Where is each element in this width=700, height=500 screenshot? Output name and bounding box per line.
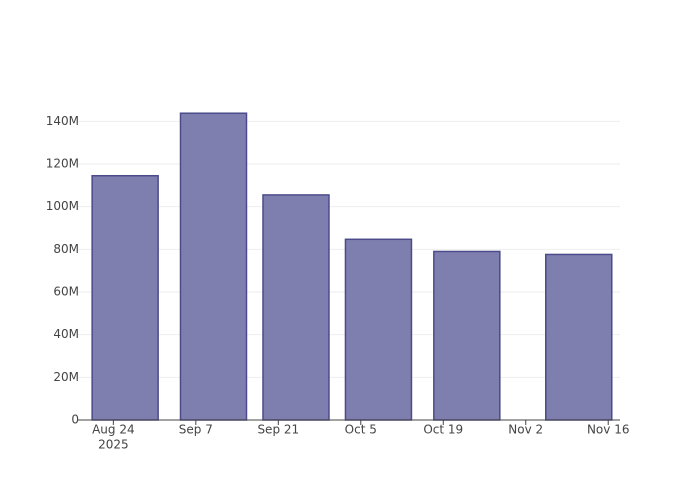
y-tick-label: 80M	[53, 242, 79, 256]
y-tick-label: 100M	[46, 199, 79, 213]
y-tick-label: 40M	[53, 327, 79, 341]
bar	[545, 253, 613, 421]
y-tick-label: 140M	[46, 114, 79, 128]
x-tick-label: Oct 19	[423, 423, 463, 437]
x-tick-label: Sep 7	[179, 423, 213, 437]
bar	[344, 238, 413, 421]
bar	[433, 250, 501, 421]
bar	[91, 174, 159, 421]
y-tick-label: 60M	[53, 285, 79, 299]
y-tick-label: 0	[71, 413, 79, 427]
bar	[179, 112, 248, 421]
x-tick-label: Sep 21	[257, 423, 299, 437]
y-tick-label: 20M	[53, 370, 79, 384]
x-tick-label: Aug 24	[92, 423, 135, 437]
x-tick-label: Nov 2	[508, 423, 543, 437]
x-tick-label: Nov 16	[587, 423, 630, 437]
x-tick-label: Oct 5	[345, 423, 377, 437]
bar	[262, 194, 330, 421]
x-tick-sublabel: 2025	[98, 438, 129, 452]
y-tick-label: 120M	[46, 157, 79, 171]
